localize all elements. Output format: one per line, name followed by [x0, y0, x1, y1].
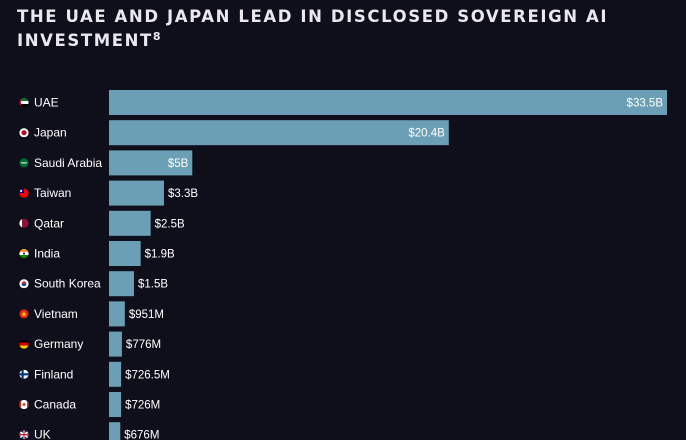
- category-label: Taiwan: [34, 186, 71, 200]
- data-label: $776M: [126, 339, 161, 351]
- category-label: UAE: [34, 96, 59, 110]
- data-label: $2.5B: [155, 218, 185, 230]
- category-label: Japan: [34, 126, 67, 140]
- category-label: Saudi Arabia: [34, 156, 102, 170]
- bar: [109, 210, 151, 236]
- japan-flag-icon: [19, 128, 29, 138]
- category-label: Germany: [34, 337, 83, 351]
- category-label: Finland: [34, 367, 73, 381]
- data-label: $5B: [168, 158, 189, 170]
- data-label: $726.5M: [125, 369, 170, 381]
- uae-flag-icon: [19, 98, 29, 107]
- bar: [109, 150, 193, 176]
- data-label: $676M: [124, 430, 159, 440]
- data-label: $726M: [125, 400, 160, 412]
- canada-flag-icon: [19, 400, 29, 409]
- uk-flag-icon: [19, 430, 29, 440]
- bar: [109, 241, 141, 266]
- bar: [109, 120, 449, 146]
- bar: [109, 271, 134, 297]
- finland-flag-icon: [19, 369, 29, 379]
- category-label: Canada: [34, 398, 76, 412]
- bar: [109, 422, 121, 440]
- south-korea-flag-icon: [19, 279, 29, 289]
- category-label: Qatar: [34, 216, 64, 230]
- data-label: $20.4B: [408, 128, 445, 140]
- taiwan-flag-icon: [19, 188, 29, 198]
- bar: [109, 331, 122, 357]
- bar: [109, 301, 125, 327]
- category-label: UK: [34, 428, 51, 440]
- india-flag-icon: [19, 249, 29, 258]
- title-footnote: 8: [152, 30, 161, 43]
- qatar-flag-icon: [19, 218, 29, 228]
- bar: [109, 180, 164, 206]
- vietnam-flag-icon: [19, 309, 29, 319]
- bar: [109, 361, 122, 387]
- category-label: South Korea: [34, 277, 101, 291]
- category-label: Vietnam: [34, 307, 78, 321]
- germany-flag-icon: [19, 339, 29, 349]
- data-label: $33.5B: [627, 98, 664, 110]
- data-label: $3.3B: [168, 188, 198, 200]
- saudi-arabia-flag-icon: [19, 158, 29, 168]
- bar: [109, 392, 122, 417]
- bar: [109, 90, 667, 115]
- title-text: THE UAE AND JAPAN LEAD IN DISCLOSED SOVE…: [17, 7, 609, 50]
- data-label: $951M: [129, 309, 164, 321]
- category-label: India: [34, 247, 60, 261]
- chart-title: THE UAE AND JAPAN LEAD IN DISCLOSED SOVE…: [17, 5, 677, 53]
- data-label: $1.5B: [138, 279, 168, 291]
- data-label: $1.9B: [145, 249, 175, 261]
